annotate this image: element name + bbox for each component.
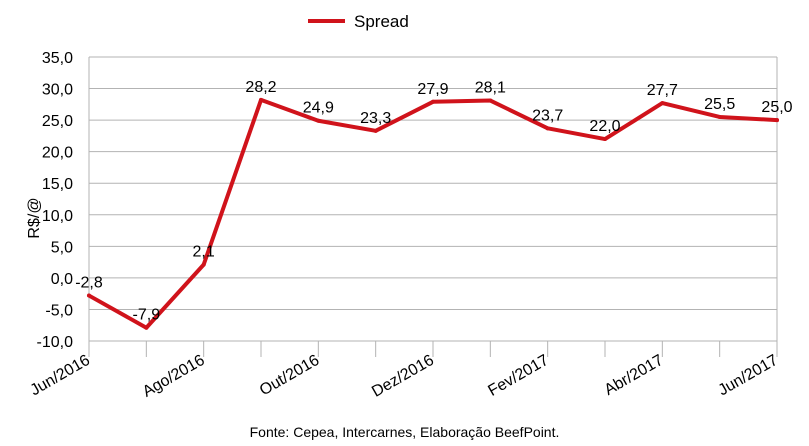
data-labels: -2,8 -7,9 2,1 28,2 24,9 23,3 27,9 28,1 23,7 22,0 2… [75, 79, 792, 324]
data-label: -2,8 [75, 275, 103, 292]
gridlines [88, 56, 778, 342]
x-axis-ticks [88, 341, 778, 357]
data-label: 28,2 [245, 79, 276, 96]
y-tick-label: 15,0 [42, 176, 73, 193]
y-tick-label: 25,0 [42, 113, 73, 130]
data-label: 2,1 [193, 244, 215, 261]
data-label: 24,9 [303, 100, 334, 117]
y-tick-label: 35,0 [42, 50, 73, 67]
data-point [545, 126, 550, 131]
y-axis-tick-labels: -10,0 -5,0 0,0 5,0 10,0 15,0 20,0 25,0 30,0 35,0 [37, 50, 74, 351]
data-label: 23,3 [360, 110, 391, 127]
data-label: 23,7 [532, 107, 563, 124]
data-point [316, 118, 321, 123]
source-note: Fonte: Cepea, Intercarnes, Elaboração Be… [249, 424, 560, 440]
x-tick-label: Abr/2017 [602, 352, 667, 399]
series-lines [87, 97, 779, 330]
y-tick-label: 5,0 [51, 239, 73, 256]
x-tick-label: Jun/2017 [715, 352, 781, 400]
data-label: 28,1 [475, 80, 506, 97]
data-point [144, 325, 149, 330]
y-tick-label: 30,0 [42, 82, 73, 99]
data-label: 22,0 [589, 118, 620, 135]
x-tick-label: Ago/2016 [140, 352, 208, 401]
data-point [603, 137, 607, 142]
y-tick-label: 20,0 [42, 145, 73, 162]
legend-label-spread: Spread [354, 12, 409, 31]
y-tick-label: 10,0 [42, 208, 73, 225]
legend: Spread [308, 12, 409, 31]
y-tick-label: -5,0 [45, 302, 73, 319]
data-point [373, 128, 378, 133]
data-label: 27,7 [647, 82, 678, 99]
data-point [259, 97, 263, 102]
data-label: -7,9 [133, 307, 161, 324]
data-point [488, 98, 493, 103]
y-axis-label: R$/@ [26, 197, 43, 238]
data-point [775, 118, 779, 123]
data-point [87, 293, 91, 298]
x-tick-label: Dez/2016 [369, 352, 437, 401]
y-tick-label: 0,0 [51, 271, 73, 288]
x-tick-label: Fev/2017 [485, 352, 551, 400]
x-axis-tick-labels: Jun/2016 Ago/2016 Out/2016 Dez/2016 Fev/2017… [27, 352, 781, 401]
data-label: 25,5 [704, 96, 735, 113]
x-tick-label: Jun/2016 [27, 352, 93, 400]
data-label: 25,0 [761, 99, 792, 116]
x-tick-label: Out/2016 [257, 352, 323, 400]
series-line-spread [87, 97, 779, 330]
data-point [717, 114, 722, 119]
data-point [201, 262, 206, 267]
data-label: 27,9 [417, 81, 448, 98]
y-tick-label: -10,0 [37, 334, 74, 351]
data-point [660, 101, 665, 106]
data-point [431, 99, 435, 104]
